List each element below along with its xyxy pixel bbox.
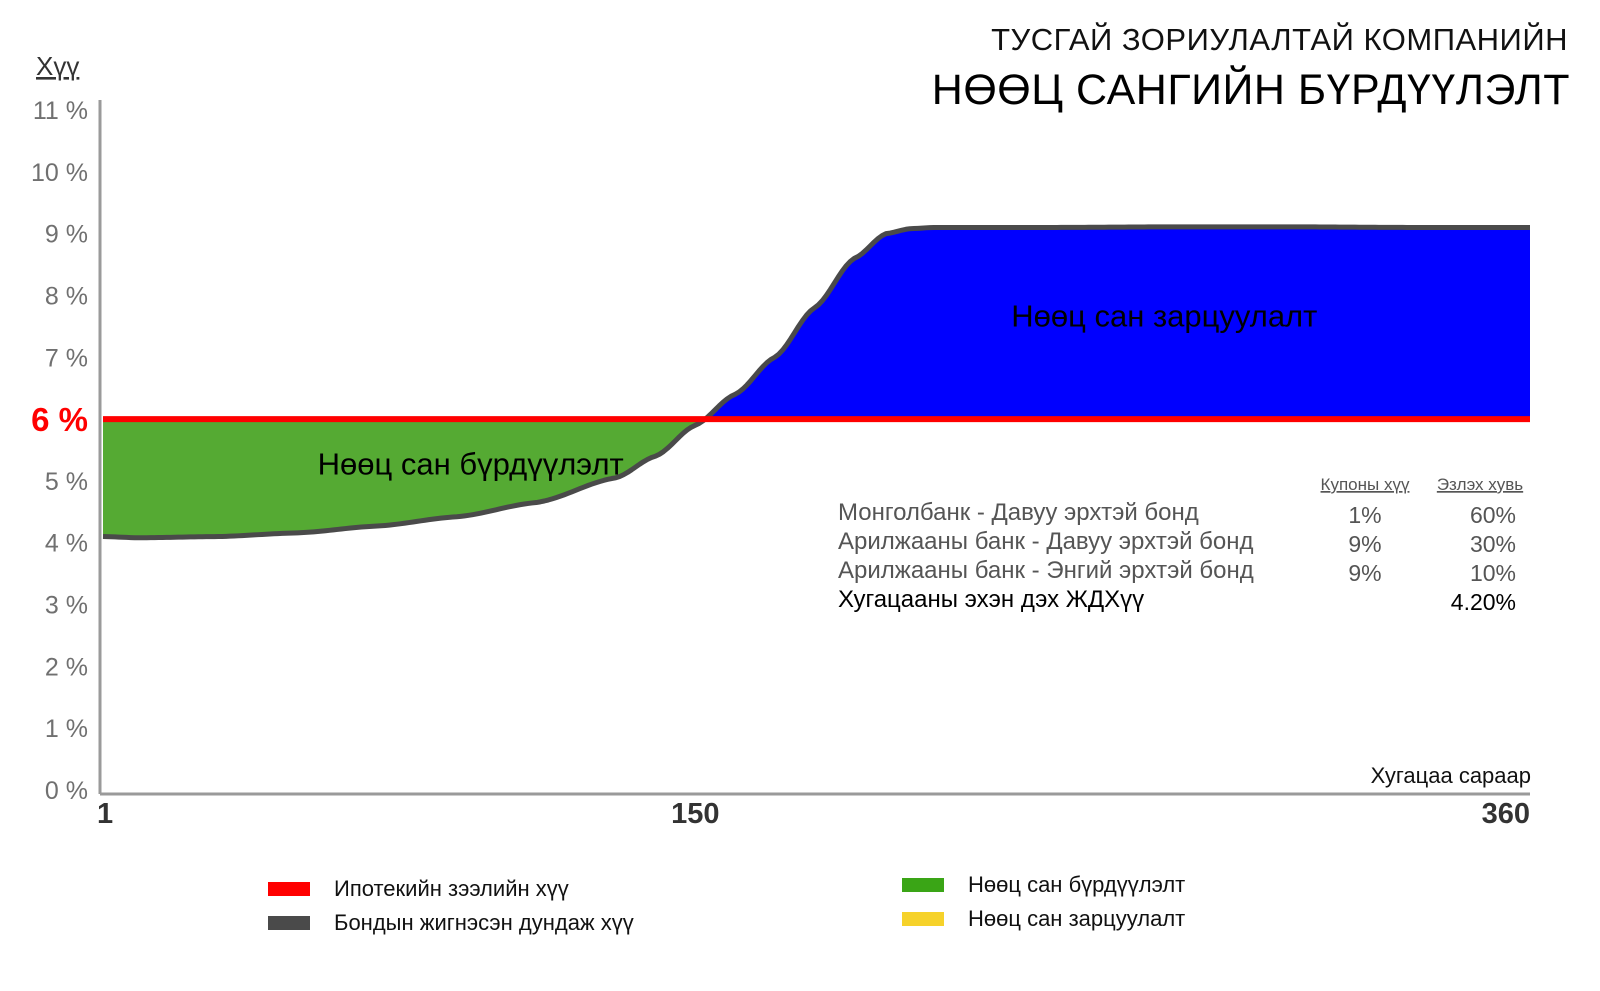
legend-label: Нөөц сан бүрдүүлэлт xyxy=(968,872,1186,897)
y-tick-label: 7 % xyxy=(45,344,88,372)
table-row-name: Арилжааны банк - Давуу эрхтэй бонд xyxy=(838,528,1254,555)
y-tick-label: 4 % xyxy=(45,530,88,558)
y-tick-label: 1 % xyxy=(45,715,88,743)
table-row-name: Арилжааны банк - Энгий эрхтэй бонд xyxy=(838,557,1254,584)
x-axis-label: Хугацаа сараар xyxy=(1371,763,1531,788)
y-tick-label: 6 % xyxy=(31,401,88,438)
legend-item-fund-formation: Нөөц сан бүрдүүлэлт xyxy=(902,872,1185,898)
chart-title-line1: ТУСГАЙ ЗОРИУЛАЛТАЙ КОМПАНИЙН xyxy=(991,22,1568,57)
table-row-name: Монголбанк - Давуу эрхтэй бонд xyxy=(838,499,1199,526)
table-row-share: 10% xyxy=(1470,560,1516,586)
y-tick-label: 11 % xyxy=(33,97,88,125)
y-tick-label: 10 % xyxy=(31,159,88,187)
table-row-share: 30% xyxy=(1470,531,1516,557)
legend-label: Бондын жигнэсэн дундаж хүү xyxy=(334,910,634,935)
table-header-coupon: Купоны хүү xyxy=(1321,475,1410,494)
y-tick-label: 2 % xyxy=(45,653,88,681)
legend-label: Нөөц сан зарцуулалт xyxy=(968,906,1186,931)
fund-formation-label: Нөөц сан бүрдүүлэлт xyxy=(318,447,624,482)
legend-swatch xyxy=(268,916,310,930)
legend-item-bond-rate: Бондын жигнэсэн дундаж хүү xyxy=(268,910,634,936)
table-row-coupon: 1% xyxy=(1348,502,1381,528)
x-tick-label: 360 xyxy=(1482,798,1530,830)
fund-spending-area xyxy=(705,226,1530,420)
x-tick-label: 1 xyxy=(97,798,113,830)
y-tick-label: 0 % xyxy=(45,777,88,805)
x-tick-label: 150 xyxy=(671,798,719,830)
table-row-coupon: 9% xyxy=(1348,531,1381,557)
legend-item-mortgage-rate: Ипотекийн зээлийн хүү xyxy=(268,876,569,902)
chart-title-line2: НӨӨЦ САНГИЙН БҮРДҮҮЛЭЛТ xyxy=(931,66,1570,114)
table-summary-value: 4.20% xyxy=(1451,589,1516,615)
legend-item-fund-spending: Нөөц сан зарцуулалт xyxy=(902,906,1185,932)
legend-label: Ипотекийн зээлийн хүү xyxy=(334,876,569,901)
y-tick-label: 5 % xyxy=(45,468,88,496)
table-row-coupon: 9% xyxy=(1348,560,1381,586)
legend-swatch xyxy=(268,882,310,896)
table-summary-name: Хугацааны эхэн дэх ЖДХүү xyxy=(838,586,1144,613)
legend-swatch xyxy=(902,912,944,926)
y-axis-label: Хүү xyxy=(36,51,79,81)
y-tick-label: 3 % xyxy=(45,592,88,620)
table-row-share: 60% xyxy=(1470,502,1516,528)
bond-rate-line xyxy=(102,224,1530,541)
fund-formation-area xyxy=(103,419,706,538)
y-tick-label: 9 % xyxy=(45,221,88,249)
table-header-share: Эзлэх хувь xyxy=(1437,475,1523,494)
fund-spending-label: Нөөц сан зарцуулалт xyxy=(1011,298,1317,333)
y-tick-label: 8 % xyxy=(45,282,88,310)
legend-swatch xyxy=(902,878,944,892)
